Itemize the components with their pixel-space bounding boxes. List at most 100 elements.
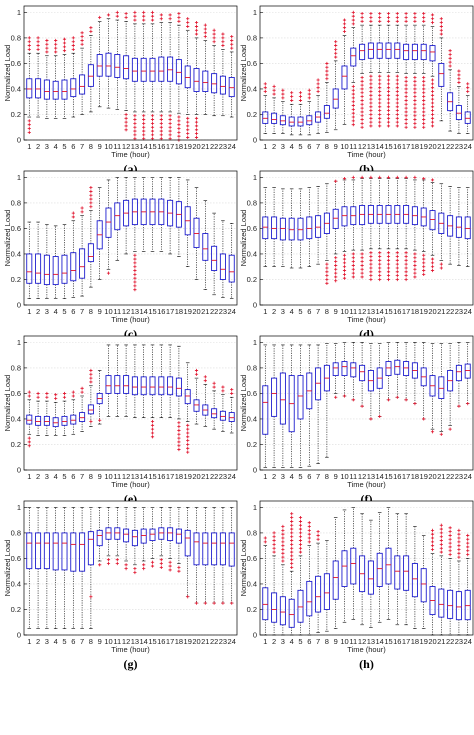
x-tick-label: 9 xyxy=(98,307,102,316)
box xyxy=(193,217,200,249)
outlier-low xyxy=(186,423,190,427)
outlier-high xyxy=(290,98,294,103)
outlier-high xyxy=(298,542,303,546)
outlier-low xyxy=(395,97,399,101)
outlier-high xyxy=(89,368,93,373)
x-tick-label: 4 xyxy=(290,472,294,481)
y-tick-label: 0.4 xyxy=(247,249,257,258)
outlier-high xyxy=(36,36,40,40)
outlier-low xyxy=(194,132,199,136)
outlier-low xyxy=(177,565,181,569)
outlier-low xyxy=(142,125,146,129)
outlier-low xyxy=(413,91,417,95)
x-tick-label: 1 xyxy=(263,307,267,316)
box xyxy=(61,415,68,426)
x-tick-label: 6 xyxy=(307,307,311,316)
box xyxy=(79,248,86,279)
y-tick-label: 0.2 xyxy=(247,440,257,449)
outlier-high xyxy=(212,40,216,44)
outlier-high xyxy=(439,523,443,527)
x-tick-label: 13 xyxy=(131,637,139,646)
x-tick-label: 4 xyxy=(54,472,58,481)
outlier-low xyxy=(177,123,181,127)
x-tick-label: 1 xyxy=(27,142,31,151)
x-tick-label: 3 xyxy=(281,142,285,151)
x-tick-label: 16 xyxy=(157,142,165,151)
outlier-low xyxy=(106,561,111,566)
outlier-high xyxy=(457,547,461,552)
outlier-low xyxy=(106,558,111,562)
outlier-low xyxy=(413,252,417,256)
outlier-low xyxy=(386,254,391,259)
outlier-high xyxy=(272,546,276,550)
outlier-high xyxy=(448,49,452,53)
x-tick-label: 17 xyxy=(166,307,174,316)
x-tick-label: 17 xyxy=(402,637,410,646)
outlier-low xyxy=(98,418,102,422)
outlier-high xyxy=(186,20,190,25)
outlier-high xyxy=(221,389,225,393)
outlier-low xyxy=(159,565,163,569)
outlier-low xyxy=(395,266,399,270)
outlier-low xyxy=(168,129,172,133)
box xyxy=(43,415,50,426)
x-tick-label: 8 xyxy=(89,142,93,151)
outlier-low xyxy=(404,114,408,118)
outlier-high xyxy=(45,38,49,43)
y-tick-label: 0.6 xyxy=(247,554,257,563)
outlier-high xyxy=(316,82,320,86)
outlier-high xyxy=(89,205,93,209)
x-tick-label: 12 xyxy=(122,637,130,646)
x-tick-label: 16 xyxy=(393,307,401,316)
outlier-low xyxy=(168,121,172,126)
plot-area xyxy=(260,501,473,635)
box xyxy=(350,547,357,585)
outlier-low xyxy=(378,101,382,105)
outlier-low xyxy=(115,561,119,566)
outlier-high xyxy=(281,551,285,555)
outlier-low xyxy=(177,428,181,433)
outlier-low xyxy=(351,107,355,111)
outlier-low xyxy=(404,98,408,103)
outlier-high xyxy=(466,537,470,541)
outlier-low xyxy=(334,260,338,264)
outlier-high xyxy=(263,89,267,94)
outlier-high xyxy=(457,551,461,555)
outlier-high xyxy=(45,395,49,399)
outlier-high xyxy=(281,540,285,544)
outlier-low xyxy=(150,117,155,122)
x-tick-label: 11 xyxy=(113,307,121,316)
outlier-high xyxy=(466,545,470,549)
x-tick-label: 24 xyxy=(228,472,236,481)
x-tick-label: 15 xyxy=(384,142,392,151)
box xyxy=(35,78,42,99)
y-tick-label: 0.2 xyxy=(247,275,257,284)
box xyxy=(262,111,269,124)
x-axis-title: Time (hour) xyxy=(347,315,386,324)
outlier-high xyxy=(27,40,31,44)
outlier-high xyxy=(351,10,355,14)
outlier-low xyxy=(360,79,364,83)
outlier-low xyxy=(422,268,426,273)
box xyxy=(114,375,121,394)
box xyxy=(455,364,462,382)
box xyxy=(149,57,156,82)
outlier-high xyxy=(203,31,207,35)
outlier-low xyxy=(404,251,408,255)
x-tick-label: 8 xyxy=(325,637,329,646)
outlier-low xyxy=(386,86,391,90)
outlier-low xyxy=(404,121,408,126)
plot-area xyxy=(260,171,473,305)
outlier-low xyxy=(142,121,146,126)
outlier-low xyxy=(360,83,364,87)
outlier-high xyxy=(334,51,338,55)
outlier-high xyxy=(80,38,84,43)
outlier-high xyxy=(369,15,373,20)
x-tick-label: 2 xyxy=(36,142,40,151)
outlier-high xyxy=(133,14,137,18)
outlier-low xyxy=(422,102,426,106)
outlier-low xyxy=(369,277,373,282)
outlier-low xyxy=(360,75,364,80)
outlier-low xyxy=(194,120,199,124)
outlier-high xyxy=(281,547,285,552)
